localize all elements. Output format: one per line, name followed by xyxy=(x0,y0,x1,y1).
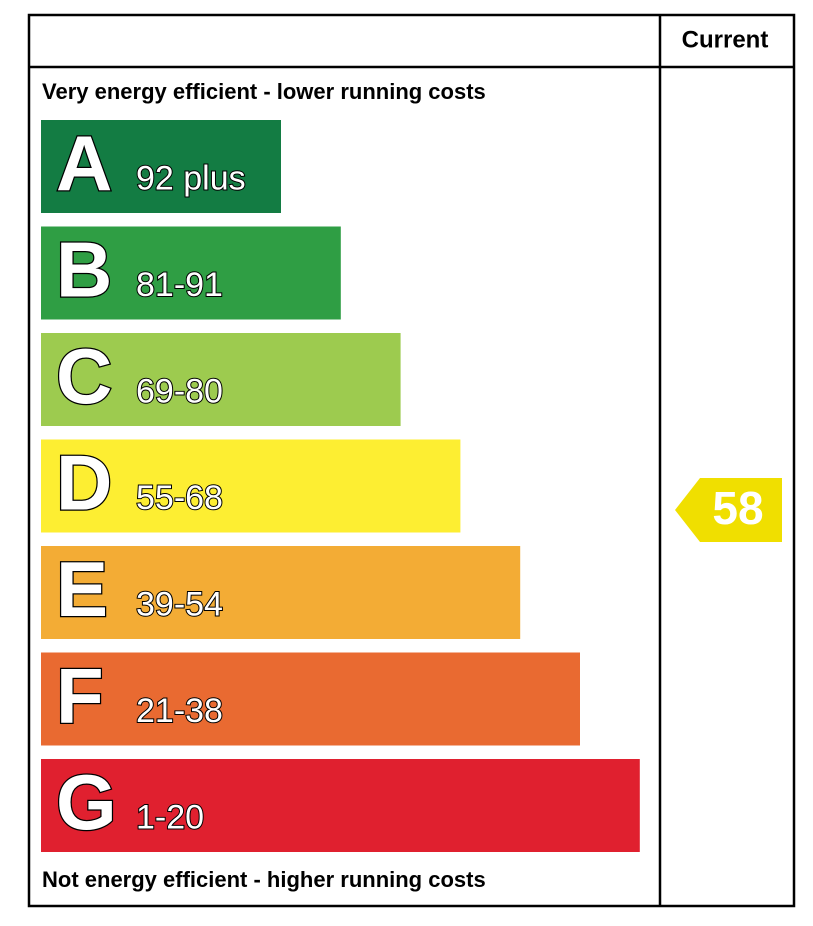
bottom-label: Not energy efficient - higher running co… xyxy=(42,867,486,892)
top-label: Very energy efficient - lower running co… xyxy=(42,79,486,104)
band-letter: C xyxy=(56,332,112,420)
current-arrow xyxy=(675,478,782,542)
band-bar xyxy=(41,439,461,533)
band-range: 1-20 xyxy=(136,798,204,836)
band-range: 55-68 xyxy=(136,479,223,517)
band-letter: B xyxy=(56,226,112,314)
band-range: 39-54 xyxy=(136,585,223,623)
band-letter: E xyxy=(56,545,108,633)
band-bar xyxy=(41,226,341,320)
frame xyxy=(27,13,796,908)
band-range: 69-80 xyxy=(136,372,223,410)
band-range: 92 plus xyxy=(136,159,246,197)
band-range: 21-38 xyxy=(136,692,223,730)
band-letter: D xyxy=(56,439,112,527)
band-bar xyxy=(41,546,521,639)
band-bar xyxy=(41,120,281,213)
band-letter: F xyxy=(56,652,104,740)
band-letter: A xyxy=(56,119,112,207)
band-range: 81-91 xyxy=(136,266,223,304)
band-bar xyxy=(41,333,401,426)
column-header: Current xyxy=(682,26,769,53)
current-value: 58 xyxy=(712,482,763,534)
band-bar xyxy=(41,759,640,852)
band-letter: G xyxy=(56,758,117,846)
band-bar xyxy=(41,652,580,746)
